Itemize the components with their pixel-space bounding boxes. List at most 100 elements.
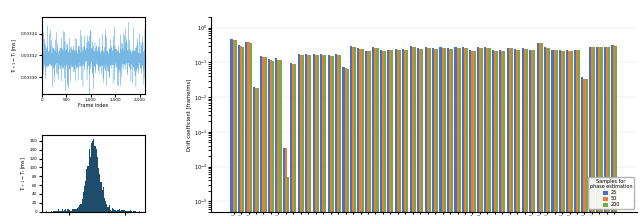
Bar	[92, 141, 93, 212]
Bar	[240, 46, 242, 216]
Bar	[283, 148, 285, 216]
Bar	[46, 211, 47, 212]
Bar	[230, 40, 232, 216]
Bar	[548, 48, 550, 216]
Bar	[481, 48, 483, 216]
Bar	[109, 210, 111, 212]
Bar	[111, 211, 112, 212]
Bar	[133, 211, 134, 212]
Bar	[81, 199, 83, 212]
Bar	[593, 47, 595, 216]
Bar	[74, 210, 76, 212]
Bar	[130, 210, 131, 212]
Bar	[105, 201, 106, 212]
Bar	[374, 48, 376, 216]
Bar	[524, 49, 526, 216]
Bar	[395, 49, 397, 216]
Bar	[486, 48, 488, 216]
Bar	[328, 55, 330, 216]
Bar	[554, 50, 556, 216]
Bar	[330, 56, 332, 216]
Bar	[91, 143, 92, 212]
Bar	[245, 42, 248, 216]
Bar	[404, 49, 406, 216]
Bar	[260, 56, 262, 216]
Bar	[533, 50, 535, 216]
Bar	[86, 169, 88, 212]
Bar	[434, 49, 436, 216]
Bar	[576, 50, 578, 216]
Bar	[563, 51, 565, 216]
Bar	[79, 205, 81, 212]
Bar	[392, 50, 394, 216]
Bar	[571, 51, 573, 216]
Bar	[444, 48, 445, 216]
Bar	[496, 51, 498, 216]
Y-axis label: $T_{i+1} - T_i$ [ms]: $T_{i+1} - T_i$ [ms]	[19, 156, 28, 191]
Bar	[365, 51, 367, 216]
Bar	[477, 47, 479, 216]
Bar	[139, 211, 140, 212]
Bar	[566, 50, 568, 216]
Bar	[122, 210, 123, 212]
Bar	[539, 43, 541, 216]
Bar	[419, 49, 421, 216]
Bar	[68, 210, 70, 212]
Bar	[357, 48, 360, 216]
Bar	[344, 68, 347, 216]
Bar	[118, 210, 119, 212]
Bar	[412, 47, 414, 216]
Bar	[474, 51, 476, 216]
Bar	[51, 211, 52, 212]
Bar	[305, 54, 307, 216]
Bar	[596, 47, 598, 216]
Bar	[317, 55, 319, 216]
Bar	[302, 55, 304, 216]
Bar	[72, 209, 74, 212]
Bar	[60, 211, 61, 212]
Bar	[270, 60, 272, 216]
Bar	[511, 49, 513, 216]
Bar	[322, 55, 324, 216]
Bar	[472, 51, 474, 216]
Bar	[376, 48, 379, 216]
Y-axis label: $T_{i+1} - T_i$ [ms]: $T_{i+1} - T_i$ [ms]	[10, 38, 19, 73]
Legend: 25, 50, 200: 25, 50, 200	[588, 177, 634, 209]
Bar	[253, 87, 255, 216]
Bar	[608, 47, 610, 216]
Bar	[70, 211, 71, 212]
Bar	[581, 77, 584, 216]
Bar	[84, 186, 85, 212]
Bar	[287, 177, 289, 216]
Bar	[501, 51, 504, 216]
Bar	[613, 45, 616, 216]
Bar	[126, 211, 127, 212]
Bar	[99, 175, 100, 212]
Bar	[242, 47, 244, 216]
Bar	[561, 51, 563, 216]
Bar	[518, 50, 520, 216]
Bar	[529, 49, 531, 216]
Bar	[354, 47, 356, 216]
Bar	[531, 50, 533, 216]
Bar	[507, 48, 509, 216]
Bar	[479, 48, 481, 216]
Bar	[129, 211, 130, 212]
Bar	[275, 59, 277, 216]
Bar	[337, 55, 339, 216]
Bar	[120, 211, 122, 212]
Bar	[456, 48, 459, 216]
Bar	[604, 47, 606, 216]
Bar	[56, 211, 57, 212]
Bar	[77, 208, 78, 212]
Bar	[589, 47, 591, 216]
Bar	[350, 46, 352, 216]
Bar	[268, 59, 270, 216]
Bar	[300, 55, 302, 216]
Bar	[616, 46, 618, 216]
Bar	[360, 49, 362, 216]
Bar	[315, 55, 317, 216]
Bar	[115, 210, 116, 212]
Bar	[536, 43, 539, 216]
Bar	[568, 51, 571, 216]
